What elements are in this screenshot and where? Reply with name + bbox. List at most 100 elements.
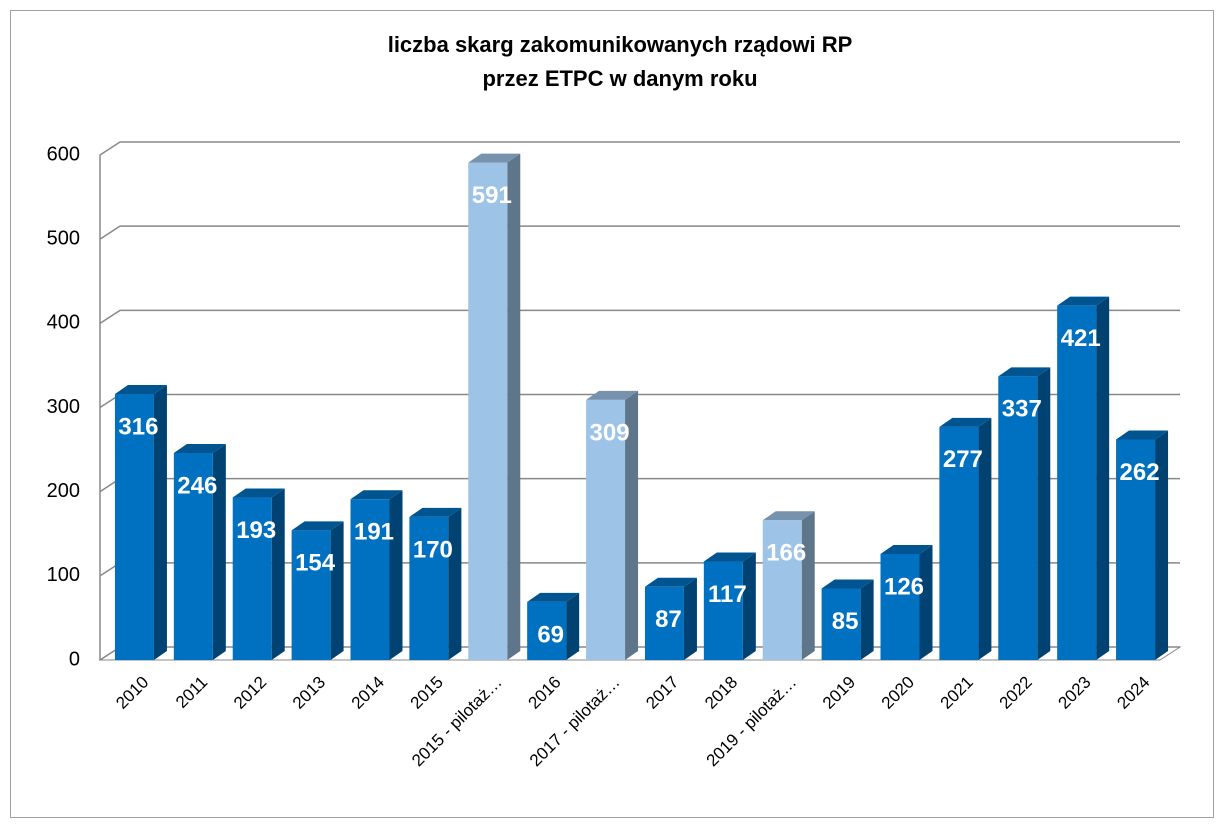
bar-side [1037,367,1051,660]
bar-group [527,592,580,660]
value-label: 246 [177,472,217,499]
bar-group [644,577,697,660]
bar-group [114,385,167,660]
bar [880,553,920,660]
value-label: 126 [884,573,924,600]
bar-group [1116,430,1169,660]
bar-side [448,507,462,660]
bar [291,530,331,660]
bar [173,452,213,660]
grid-line [99,141,1180,156]
bar [350,499,390,660]
bar-top [762,511,815,521]
value-label: 166 [766,540,806,567]
value-label: 85 [832,608,859,635]
bar-group [939,417,992,660]
bar-group [998,367,1051,660]
bar [998,376,1038,660]
grid-line [99,309,1180,324]
bar [527,601,567,660]
bar-group [232,488,285,660]
bar-top [527,592,580,602]
value-label: 316 [118,413,158,440]
y-tick-label: 600 [47,143,80,165]
bar-top [939,417,992,427]
bar [586,399,626,660]
bar-group [1057,296,1110,660]
bar-top [1057,296,1110,306]
bar-side [153,385,167,660]
bar-side [683,577,697,660]
bar-side [212,443,226,660]
bar-top [703,552,756,562]
value-label: 191 [354,519,394,546]
chart-title: liczba skarg zakomunikowanych rządowi RP [388,32,853,57]
bar-top [998,367,1051,377]
value-label: 193 [236,517,276,544]
bar-group [703,552,756,660]
bar-side [1096,296,1110,660]
bar-group [586,390,639,660]
value-label: 591 [472,182,512,209]
chart-title: przez ETPC w danym roku [482,66,757,91]
value-label: 337 [1002,396,1042,423]
bar-side [566,592,580,660]
y-tick-label: 0 [69,648,80,670]
bar-top [586,390,639,400]
value-label: 421 [1061,325,1101,352]
bar-side [742,552,756,660]
bar-top [350,490,403,500]
grid-line [99,225,1180,240]
value-label: 69 [537,621,564,648]
bar-top [173,443,226,453]
bar-side [507,153,521,660]
value-label: 262 [1120,459,1160,486]
bar-group [350,490,403,660]
bar-side [389,490,403,660]
value-label: 154 [295,550,336,577]
bar-side [801,511,815,660]
bar-top [291,521,344,531]
bar [939,426,979,660]
bar-side [978,417,992,660]
bar-group [291,521,344,660]
value-label: 170 [413,536,453,563]
value-label: 277 [943,446,983,473]
bar-group [880,544,933,660]
value-label: 87 [655,606,682,633]
bar-side [330,521,344,660]
bar-top [468,153,521,163]
y-tick-label: 400 [47,312,80,334]
bar [409,516,449,660]
bar-side [625,390,639,660]
bar-group [468,153,521,660]
bar-top [114,385,167,395]
y-tick-label: 200 [47,480,80,502]
bar [468,162,508,660]
y-tick-label: 100 [47,564,80,586]
bar [821,588,861,660]
bar-side [860,579,874,660]
bar-top [1116,430,1169,440]
y-tick-label: 300 [47,396,80,418]
value-label: 309 [590,419,630,446]
bar-top [880,544,933,554]
bar-group [409,507,462,660]
bar-side [271,488,285,660]
bar-top [232,488,285,498]
bar-group [173,443,226,660]
bar-side [919,544,933,660]
bar-group [762,511,815,660]
bar [644,586,684,660]
bar-side [1155,430,1169,660]
y-tick-label: 500 [47,227,80,249]
bar [762,520,802,660]
bar-top [644,577,697,587]
bar [1057,305,1097,660]
bar-top [409,507,462,517]
bar [114,394,154,660]
bar-top [821,579,874,589]
bar [232,497,272,660]
bar [1116,439,1156,660]
